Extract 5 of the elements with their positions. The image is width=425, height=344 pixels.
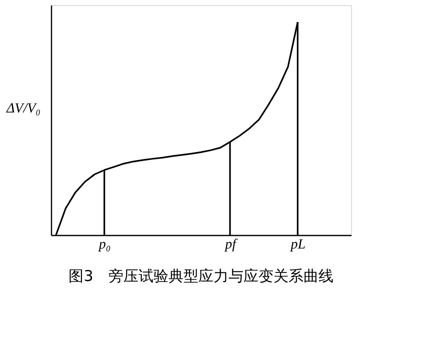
y-axis-title: ΔV/V₀ bbox=[5, 102, 41, 116]
x-tick-label: pL bbox=[290, 238, 306, 252]
x-tick-label: pf bbox=[224, 238, 238, 252]
text: 图3 旁压试验典型应力与应变关系曲线 bbox=[68, 267, 334, 285]
x-tick-label: p₀ bbox=[98, 238, 111, 252]
